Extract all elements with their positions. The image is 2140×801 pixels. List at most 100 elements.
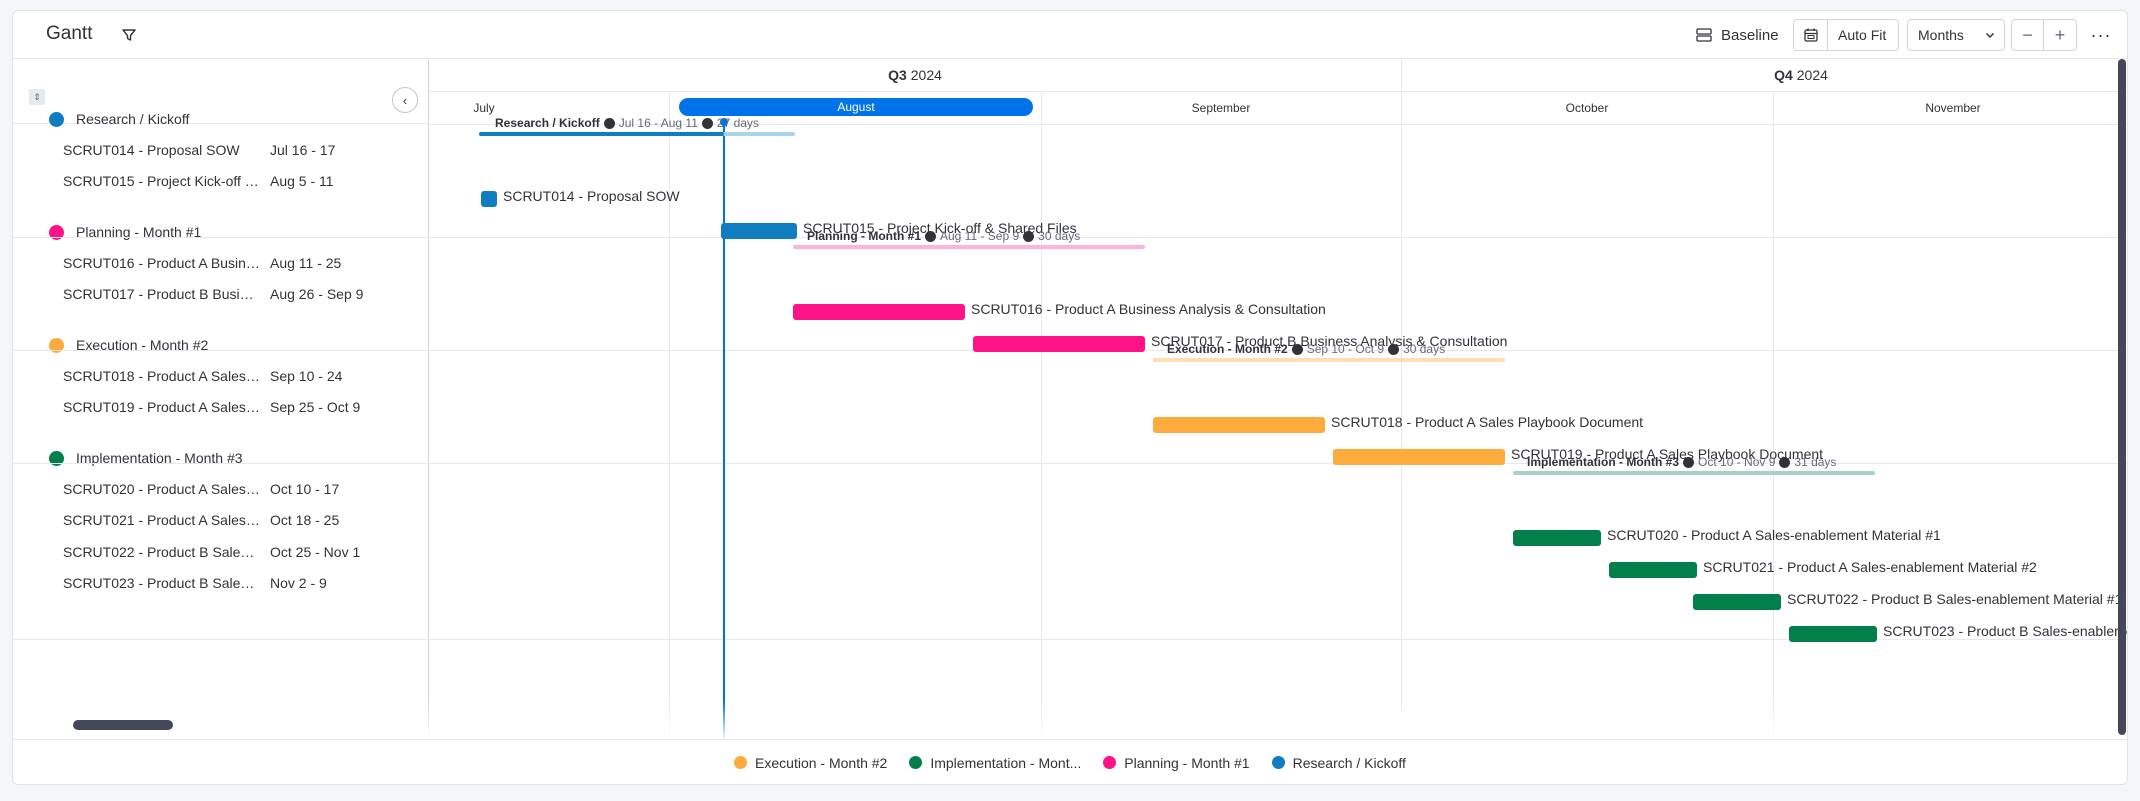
bullet-icon (1683, 456, 1695, 468)
task-bar-label: SCRUT014 - Proposal SOW (503, 188, 680, 204)
header-divider (429, 124, 2127, 125)
bullet-icon (1388, 343, 1400, 355)
legend-color-dot (1103, 756, 1117, 769)
task-name[interactable]: SCRUT019 - Product A Sales Playbook Docu… (63, 399, 261, 415)
task-bar[interactable] (973, 336, 1145, 352)
filter-icon[interactable] (119, 25, 139, 45)
header-divider (429, 91, 2127, 92)
legend-item-execution[interactable]: Execution - Month #2 (734, 755, 887, 771)
group-color-dot (49, 450, 64, 466)
calendar-icon[interactable] (1794, 20, 1828, 50)
today-marker-line (723, 121, 725, 739)
group-summary-planning: Planning - Month #1 Aug 11 - Sep 9 30 da… (807, 229, 1081, 243)
legend: Execution - Month #2 Implementation - Mo… (13, 739, 2127, 784)
task-bar[interactable] (1789, 626, 1877, 642)
task-name[interactable]: SCRUT015 - Project Kick-off & Shared Fil… (63, 173, 261, 189)
task-name[interactable]: SCRUT014 - Proposal SOW (63, 142, 240, 158)
group-color-dot (49, 111, 64, 127)
task-bar[interactable] (481, 191, 497, 207)
view-scale-value: Months (1918, 27, 1964, 43)
group-label-execution[interactable]: Execution - Month #2 (49, 337, 208, 353)
bullet-icon (925, 230, 936, 242)
legend-color-dot (1271, 756, 1285, 769)
group-divider (13, 639, 2127, 640)
task-name[interactable]: SCRUT022 - Product B Sales-enablement Ma… (63, 544, 261, 560)
more-icon: ··· (2090, 24, 2112, 45)
task-date: Jul 16 - 17 (270, 142, 336, 158)
vertical-scrollbar[interactable] (2118, 59, 2126, 735)
auto-fit-label: Auto Fit (1838, 27, 1887, 43)
more-options-button[interactable]: ··· (2085, 19, 2117, 51)
task-name[interactable]: SCRUT016 - Product A Business Analysis &… (63, 255, 261, 271)
task-bar-label: SCRUT019 - Product A Sales Playbook Docu… (1511, 446, 1824, 462)
group-bar-implementation[interactable] (1513, 471, 1875, 475)
task-date: Oct 10 - 17 (270, 481, 340, 497)
group-divider (13, 237, 2127, 238)
group-color-dot (49, 224, 64, 240)
task-bar[interactable] (1513, 530, 1601, 546)
page-title: Gantt (46, 23, 93, 44)
zoom-out-button[interactable]: − (2012, 20, 2044, 50)
collapse-all-icon[interactable]: ⇕ (29, 89, 45, 105)
group-label-implementation[interactable]: Implementation - Month #3 (49, 450, 243, 466)
month-divider (669, 92, 670, 739)
task-bar[interactable] (1609, 562, 1697, 578)
gantt-timeline: Q3 2024 Q4 2024 July August September Octo… (429, 59, 2127, 739)
gantt-header: Gantt Baseline Auto Fit (13, 11, 2127, 59)
task-bar[interactable] (1333, 449, 1505, 465)
task-bar[interactable] (1153, 417, 1325, 433)
group-label-planning[interactable]: Planning - Month #1 (49, 224, 201, 240)
task-date: Aug 5 - 11 (270, 173, 334, 189)
task-name[interactable]: SCRUT017 - Product B Business Analysis &… (63, 286, 261, 302)
group-divider (13, 463, 2127, 464)
task-bar-label: SCRUT020 - Product A Sales-enablement Ma… (1607, 527, 1941, 543)
plus-icon: + (2054, 24, 2066, 45)
group-progress (479, 132, 724, 136)
current-month-label[interactable]: August (679, 98, 1033, 116)
task-bar-label: SCRUT015 - Project Kick-off & Shared Fil… (803, 220, 1077, 236)
task-name[interactable]: SCRUT023 - Product B Sales-enablement Ma… (63, 575, 261, 591)
group-bar-planning[interactable] (793, 245, 1145, 249)
legend-item-implementation[interactable]: Implementation - Mont... (909, 755, 1081, 771)
group-bar-research[interactable] (479, 132, 795, 136)
task-bar-label: SCRUT021 - Product A Sales-enablement Ma… (1703, 559, 2037, 575)
task-date: Nov 2 - 9 (270, 575, 327, 591)
view-scale-select[interactable]: Months (1907, 19, 2005, 51)
zoom-in-button[interactable]: + (2044, 20, 2076, 50)
auto-fit-button[interactable]: Auto Fit (1793, 19, 1899, 51)
task-bar-label: SCRUT022 - Product B Sales-enablement Ma… (1787, 591, 2123, 607)
group-summary-implementation: Implementation - Month #3 Oct 10 - Nov 9… (1527, 455, 1837, 469)
task-bar[interactable] (721, 223, 797, 239)
task-name[interactable]: SCRUT018 - Product A Sales Playbook Docu… (63, 368, 261, 384)
group-label-research[interactable]: Research / Kickoff (49, 111, 189, 127)
task-date: Aug 26 - Sep 9 (270, 286, 364, 302)
task-date: Sep 10 - 24 (270, 368, 343, 384)
task-bar[interactable] (793, 304, 965, 320)
bullet-icon (701, 117, 713, 129)
group-bar-execution[interactable] (1153, 358, 1505, 362)
month-label: November (1925, 101, 1981, 115)
bullet-icon (603, 117, 615, 129)
task-name[interactable]: SCRUT021 - Product A Sales-enablement Ma… (63, 512, 261, 528)
scroll-fade (13, 701, 2113, 741)
chevron-left-icon: ‹ (402, 92, 408, 108)
baseline-icon (1696, 28, 1712, 42)
horizontal-scrollbar[interactable] (73, 720, 173, 730)
bullet-icon (1291, 343, 1303, 355)
legend-item-planning[interactable]: Planning - Month #1 (1103, 755, 1250, 771)
task-name[interactable]: SCRUT020 - Product A Sales-enablement Ma… (63, 481, 261, 497)
collapse-panel-button[interactable]: ‹ (392, 87, 418, 113)
task-bar-label: SCRUT017 - Product B Business Analysis &… (1151, 333, 1508, 349)
legend-item-research[interactable]: Research / Kickoff (1271, 755, 1406, 771)
month-divider (1773, 92, 1774, 739)
bullet-icon (1779, 456, 1791, 468)
zoom-controls: − + (2011, 19, 2077, 51)
task-bar[interactable] (1693, 594, 1781, 610)
chevron-down-icon (1985, 32, 1995, 39)
group-summary-research: Research / Kickoff Jul 16 - Aug 11 27 da… (495, 116, 759, 130)
task-bar-label: SCRUT016 - Product A Business Analysis &… (971, 301, 1326, 317)
month-label: July (473, 101, 495, 115)
task-bar-label: SCRUT023 - Product B Sales-enablement Ma… (1883, 623, 2127, 639)
baseline-button[interactable]: Baseline (1695, 19, 1779, 51)
task-list-panel: ⇕ ‹ Research / Kickoff SCRUT014 - Propos… (13, 59, 429, 739)
